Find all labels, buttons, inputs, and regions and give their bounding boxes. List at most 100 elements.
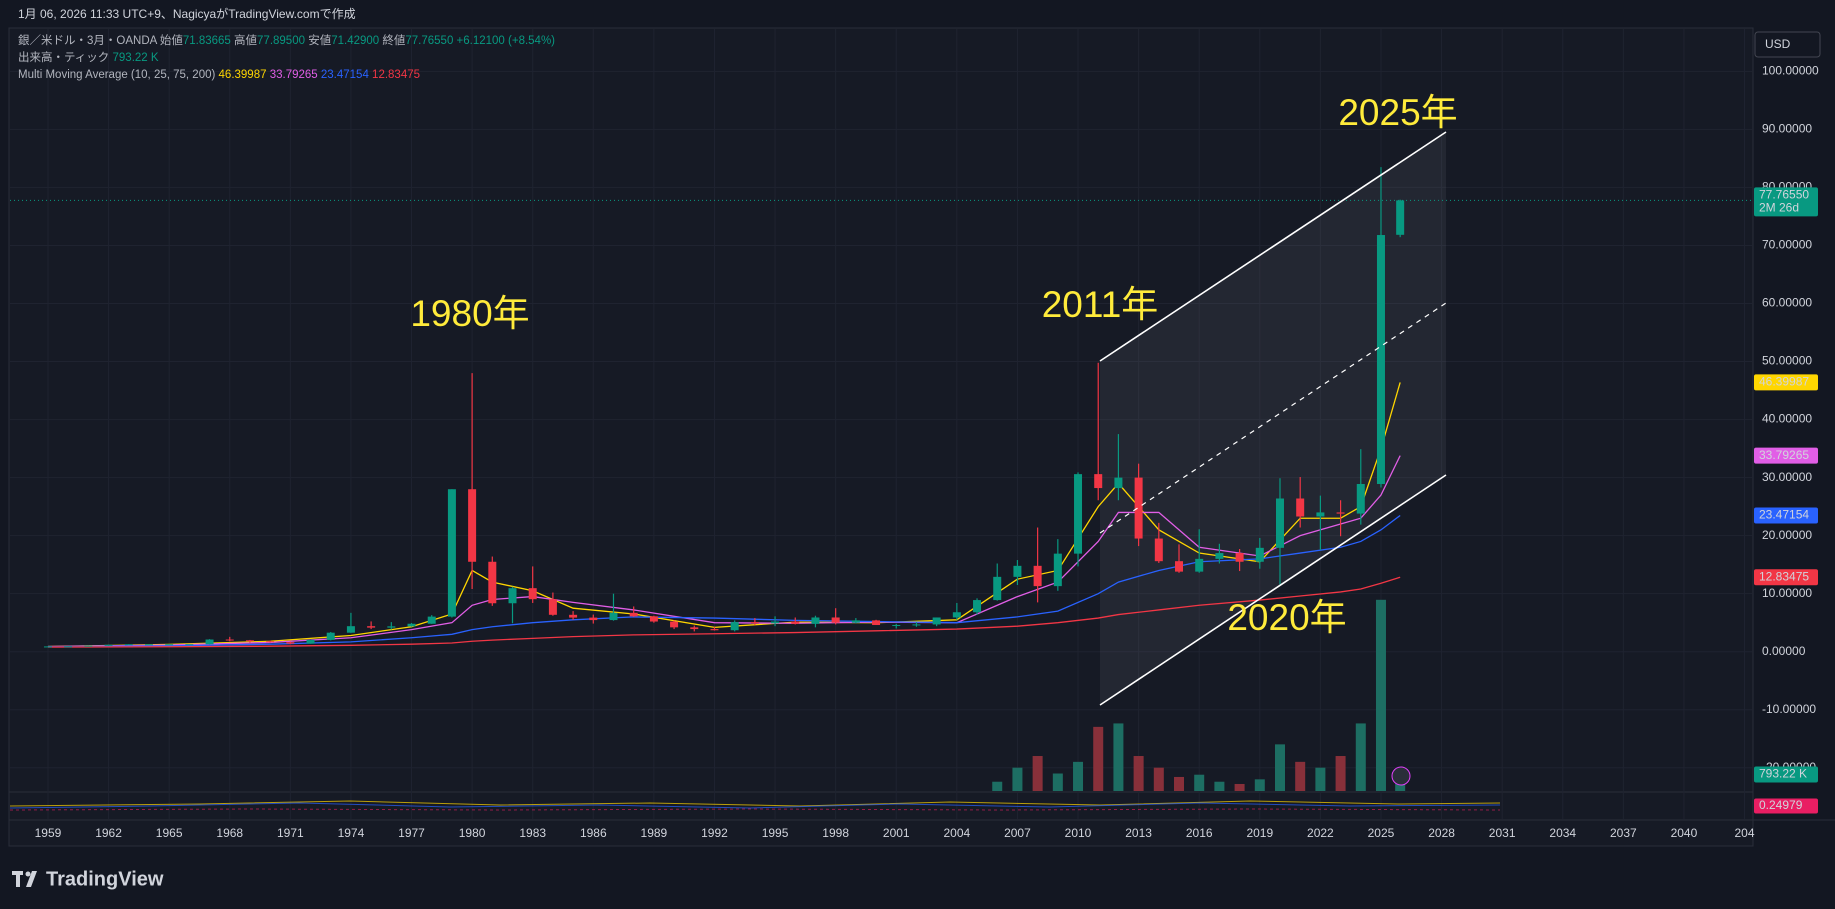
logo-part (26, 871, 37, 887)
candle-body (326, 632, 335, 640)
volume-bar (1395, 780, 1406, 791)
candle-body (1094, 474, 1103, 489)
logo-part (25, 871, 31, 877)
volume-bar (1214, 781, 1225, 791)
channel-fill (1100, 132, 1446, 705)
event-icon[interactable] (1391, 766, 1411, 786)
indicator-pane (9, 800, 1501, 811)
candle-body (43, 646, 52, 648)
candle-body (1275, 498, 1284, 548)
ohlc-label: 始値 (160, 33, 183, 47)
y-tick-label: 30.00000 (1762, 470, 1812, 484)
candle-body (1033, 565, 1042, 587)
x-tick-label: 2034 (1549, 826, 1576, 840)
candle-body (649, 616, 658, 622)
candle-body (1255, 547, 1264, 562)
ohlc-label: 安値 (308, 33, 331, 47)
x-tick-label: 2022 (1307, 826, 1334, 840)
volume-tag-bg (1754, 766, 1818, 783)
ma-tag-bg (1754, 447, 1818, 464)
ohlc-label: 終値 (382, 33, 405, 47)
x-tick-label: 204 (1735, 826, 1755, 840)
ma-value: 12.83475 (372, 69, 420, 81)
ma-tag-bg (1754, 569, 1818, 586)
candle-body (771, 621, 780, 624)
volume-bar (1274, 744, 1285, 791)
x-tick-label: 1959 (35, 826, 62, 840)
candle-body (1013, 565, 1022, 577)
x-tick-label: 2025 (1368, 826, 1395, 840)
ma-tag: 46.39987 (1759, 375, 1809, 389)
candle-body (104, 644, 113, 646)
ma-tag: 12.83475 (1759, 569, 1809, 583)
candle-body (1114, 477, 1123, 489)
candle-body (851, 620, 860, 623)
candle-body (447, 489, 456, 617)
candle-body (1356, 483, 1365, 514)
volume-bar (1234, 783, 1245, 791)
x-tick-label: 2013 (1125, 826, 1152, 840)
last-price-tag: 77.76550 (1759, 188, 1809, 202)
y-tick-label: 40.00000 (1762, 412, 1812, 426)
x-tick-label: 1968 (216, 826, 243, 840)
candle-body (1215, 553, 1224, 559)
volume (992, 599, 1406, 791)
x-tick-label: 1983 (519, 826, 546, 840)
ma-tag: 33.79265 (1759, 448, 1809, 462)
volume-bar (1194, 774, 1205, 791)
y-tick-label: 20.00000 (1762, 528, 1812, 542)
volume-bar (1133, 756, 1144, 791)
x-tick-label: 1965 (156, 826, 183, 840)
candle-body (892, 625, 901, 627)
candle-body (124, 644, 133, 646)
candle-body (84, 645, 93, 647)
y-tick-label: 70.00000 (1762, 238, 1812, 252)
countdown: 2M 26d (1759, 201, 1799, 215)
grid (10, 29, 1752, 819)
currency-button[interactable] (1754, 31, 1821, 58)
ma-line (47, 576, 1401, 648)
candle-body (1154, 538, 1163, 562)
x-tick-label: 2016 (1186, 826, 1213, 840)
brand: TradingView (12, 868, 164, 890)
x-tick-label: 2001 (883, 826, 910, 840)
y-tick-label: 50.00000 (1762, 354, 1812, 368)
volume-tag: 793.22 K (1759, 767, 1807, 781)
volume-label: 出来高・ティック (18, 50, 109, 64)
annotation: 2020年 (1227, 597, 1346, 638)
volume-bar (1254, 779, 1265, 791)
candle-body (1235, 553, 1244, 562)
ma-tag-bg (1754, 507, 1818, 524)
candle-body (973, 600, 982, 613)
candle-body (245, 640, 254, 642)
candles (10, 167, 1752, 648)
candle-body (1053, 553, 1062, 587)
ma-value: 46.39987 (219, 69, 267, 81)
candle-body (427, 616, 436, 624)
ohlc-value: 77.76550 (405, 35, 453, 47)
candle-body (205, 639, 214, 645)
channel-upper (1099, 131, 1447, 362)
legend-row: 出来高・ティック 793.22 K (18, 50, 159, 64)
candle-body (1316, 512, 1325, 517)
candle-body (670, 621, 679, 628)
candle-body (165, 644, 174, 646)
x-tick-label: 2031 (1489, 826, 1516, 840)
x-tick-label: 2007 (1004, 826, 1031, 840)
candle-body (993, 576, 1002, 601)
volume-bar (1032, 756, 1043, 791)
volume-bar (1315, 767, 1326, 791)
x-tick-label: 1998 (822, 826, 849, 840)
x-tick-label: 2019 (1246, 826, 1273, 840)
ohlc-value: 77.89500 (257, 35, 305, 47)
candle-body (488, 561, 497, 604)
x-tick-label: 1989 (641, 826, 668, 840)
currency[interactable]: USD (1765, 37, 1791, 51)
legend-row: Multi Moving Average (10, 25, 75, 200) 4… (18, 69, 420, 81)
candle-body (144, 644, 153, 646)
ohlc-value: 71.42900 (331, 35, 379, 47)
annotation: 2025年 (1338, 92, 1457, 133)
candle-body (629, 612, 638, 617)
candle-body (1074, 474, 1083, 554)
volume-bar (1153, 767, 1164, 791)
